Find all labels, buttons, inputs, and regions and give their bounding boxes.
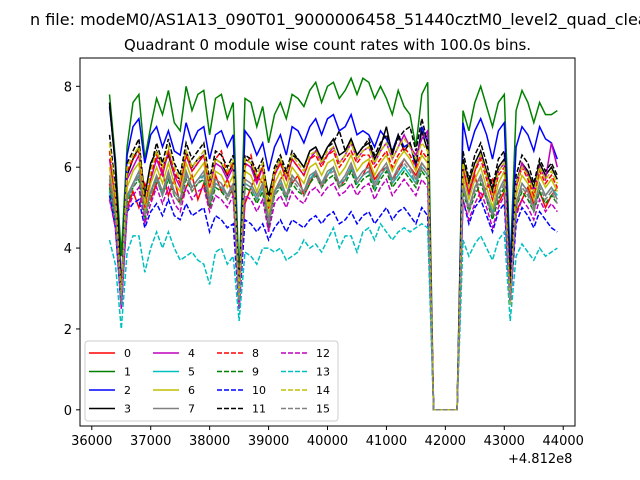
legend-label-0: 0 xyxy=(124,347,131,360)
y-tick-label: 2 xyxy=(64,323,72,338)
x-tick-label: 42000 xyxy=(425,434,466,449)
legend-box xyxy=(84,340,339,422)
legend-label-12: 12 xyxy=(316,347,330,360)
y-tick-label: 8 xyxy=(64,80,72,95)
x-tick-label: 36000 xyxy=(71,434,112,449)
legend-label-4: 4 xyxy=(188,347,195,360)
x-tick-label: 44000 xyxy=(543,434,584,449)
series-line-11 xyxy=(108,118,558,411)
series-line-13 xyxy=(108,222,558,411)
x-tick-label: 38000 xyxy=(189,434,230,449)
legend-label-11: 11 xyxy=(252,403,266,416)
x-tick-label: 43000 xyxy=(484,434,525,449)
legend-label-2: 2 xyxy=(124,384,131,397)
x-axis: 36000 37000 38000 39000 40000 41000 42000 43000… xyxy=(71,426,584,449)
series-layer xyxy=(108,76,559,411)
figure-title: n file: modeM0/AS1A13_090T01_9000006458_… xyxy=(0,10,640,29)
x-offset-label: +4.812e8 xyxy=(508,452,573,467)
x-tick-label: 40000 xyxy=(307,434,348,449)
legend-label-6: 6 xyxy=(188,384,195,397)
series-line-8 xyxy=(108,145,558,411)
legend-label-7: 7 xyxy=(188,403,195,416)
series-line-1 xyxy=(108,76,558,411)
legend-label-14: 14 xyxy=(316,384,330,397)
y-tick-label: 6 xyxy=(64,161,72,176)
legend-label-9: 9 xyxy=(252,366,259,379)
x-tick-label: 41000 xyxy=(366,434,407,449)
series-line-14 xyxy=(108,137,558,411)
legend-label-10: 10 xyxy=(252,384,266,397)
x-tick-label: 39000 xyxy=(248,434,289,449)
legend-label-15: 15 xyxy=(316,403,330,416)
legend-label-1: 1 xyxy=(124,366,131,379)
series-line-15 xyxy=(108,161,558,411)
legend-label-8: 8 xyxy=(252,347,259,360)
x-tick-label: 37000 xyxy=(130,434,171,449)
series-line-12 xyxy=(108,177,558,411)
y-tick-label: 0 xyxy=(64,404,72,419)
y-tick-label: 4 xyxy=(64,242,72,257)
series-line-3 xyxy=(108,102,558,411)
y-axis: 0 2 4 6 8 xyxy=(64,80,80,419)
series-line-7 xyxy=(108,157,558,411)
legend-label-5: 5 xyxy=(188,366,195,379)
legend-label-13: 13 xyxy=(316,366,330,379)
figure-title-text: n file: modeM0/AS1A13_090T01_9000006458_… xyxy=(30,10,640,29)
series-line-2 xyxy=(108,106,559,411)
legend-label-3: 3 xyxy=(124,403,131,416)
series-line-10 xyxy=(108,195,558,411)
chart-title: Quadrant 0 module wise count rates with … xyxy=(123,36,532,54)
series-line-6 xyxy=(108,149,558,411)
